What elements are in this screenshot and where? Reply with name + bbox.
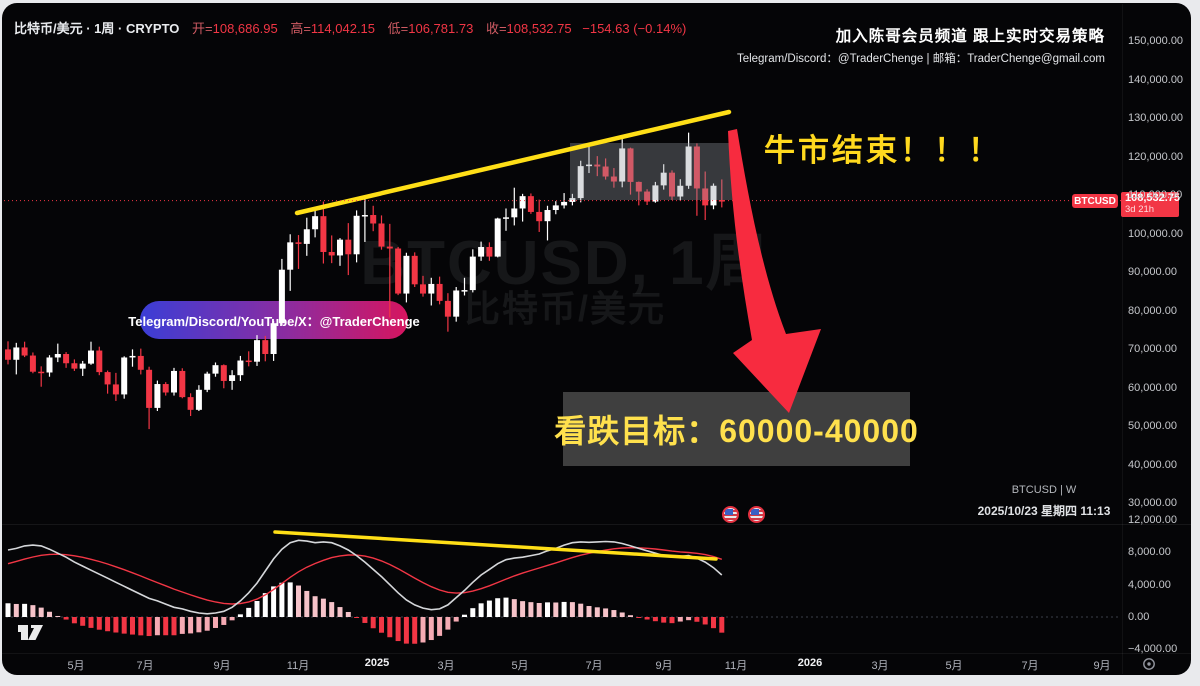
time-axis-tick: 5月 [945,660,963,672]
time-axis-tick: 9月 [655,660,673,672]
time-axis-tick: 11月 [286,660,310,672]
macd-axis-tick: 12,000.00 [1128,514,1177,527]
bar-countdown: 3d 21h [1125,203,1155,215]
price-axis-tick: 30,000.00 [1128,497,1177,509]
time-axis-tick: 9月 [1093,660,1111,672]
price-axis-divider [1122,4,1123,674]
price-axis-tick: 80,000.00 [1128,304,1177,317]
macd-axis-tick: −4,000.00 [1128,643,1178,656]
macd-axis-tick: 4,000.00 [1128,578,1171,591]
change-value: −154.63 (−0.14%) [582,21,687,36]
low-value: 106,781.73 [408,21,474,36]
price-line-symbol-tag: BTCUSD [1072,194,1118,208]
economic-event-flag-icon[interactable] [748,506,765,523]
last-price-label[interactable]: 108,532.75 3d 21h [1121,192,1181,217]
time-axis-tick: 7月 [136,660,154,672]
high-value: 114,042.15 [310,21,376,36]
time-axis-tick: 7月 [585,660,603,672]
price-axis-tick: 50,000.00 [1128,420,1177,432]
bottom-datetime: 2025/10/23 星期四 11:13 [977,504,1111,518]
low-label: 低= [387,21,409,36]
bottom-symbol-timeframe: BTCUSD | W [1011,484,1077,496]
open-value: 108,686.95 [212,21,278,36]
economic-event-flag-icon[interactable] [722,506,739,523]
trader-contact-badge[interactable]: Telegram/Discord/YouTube/X：@TraderChenge [128,301,420,339]
chart-background [2,3,1191,675]
price-axis-tick: 150,000.00 [1128,35,1184,47]
time-axis-tick: 11月 [724,660,748,672]
trader-contact-label: Telegram/Discord/YouTube/X：@TraderChenge [128,313,420,329]
open-label: 开= [192,21,213,36]
price-axis-tick: 130,000.00 [1128,112,1184,124]
tradingview-logo[interactable] [16,622,50,642]
close-label: 收= [485,21,507,36]
price-axis-tick: 60,000.00 [1128,381,1177,394]
price-axis-tick: 140,000.00 [1128,73,1184,86]
time-axis-tick: 5月 [511,660,529,672]
price-axis-tick: 100,000.00 [1128,227,1184,240]
price-axis-tick: 120,000.00 [1128,150,1184,163]
symbol-title[interactable]: 比特币/美元 · 1周 · CRYPTO [14,21,180,36]
high-label: 高= [290,21,311,36]
bearish-target-box: 看跌目标：60000-40000 [554,392,918,466]
price-axis-tick: 90,000.00 [1128,266,1177,278]
last-price-value: 108,532.75 [1125,192,1181,204]
time-axis-tick: 2025 [364,657,390,669]
time-axis-tick: 7月 [1021,660,1039,672]
price-axis-tick: 70,000.00 [1128,343,1177,355]
pane-divider[interactable] [2,524,1191,525]
close-value: 108,532.75 [506,21,572,36]
time-axis-tick: 5月 [67,660,85,672]
time-axis-tick: 2026 [797,657,823,669]
macd-axis-tick: 0.00 [1128,611,1150,623]
price-axis-tick: 40,000.00 [1128,458,1177,471]
time-axis-divider [2,653,1191,654]
symbol-info-bar[interactable]: 比特币/美元 · 1周 · CRYPTO 开=108,686.95 高=114,… [14,18,686,37]
symbol-watermark-line1: BTCUSD, 1周 [360,229,770,298]
channel-promo-title: 加入陈哥会员频道 跟上实时交易策略 [835,28,1105,45]
channel-promo-contacts: Telegram/Discord：@TraderChenge | 邮箱：Trad… [736,53,1105,65]
time-axis-tick: 9月 [213,660,231,672]
bearish-target-label: 看跌目标：60000-40000 [554,413,919,449]
symbol-watermark-line2: 比特币/美元 [463,288,666,329]
bull-market-over-annotation: 牛市结束！！！ [764,133,1002,168]
time-axis-tick: 3月 [437,660,455,672]
time-axis-tick: 3月 [871,660,889,672]
macd-axis-tick: 8,000.00 [1128,546,1171,559]
price-axis-tick: 110,000.00 [1128,189,1183,201]
time-axis-settings-gear-icon[interactable] [1142,657,1156,671]
